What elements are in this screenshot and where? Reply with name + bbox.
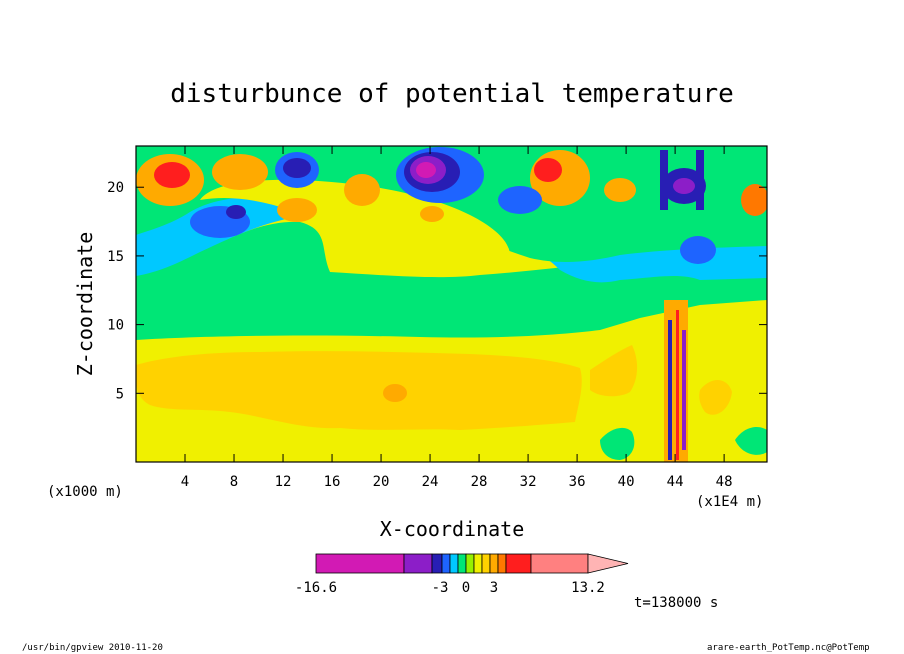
y-tick-label: 10	[107, 318, 124, 334]
field-region-warm-right-core	[534, 158, 562, 182]
x-tick-label: 24	[422, 474, 439, 490]
colorbar-segment	[457, 553, 467, 574]
footer-right: arare-earth_PotTemp.nc@PotTemp	[707, 643, 870, 653]
colorbar-arrow	[587, 553, 629, 574]
colorbar-segment	[449, 553, 459, 574]
colorbar-label: 13.2	[571, 580, 605, 596]
chart-title: disturbunce of potential temperature	[170, 79, 734, 109]
colorbar-segment	[473, 553, 483, 574]
colorbar-label: 3	[490, 580, 498, 596]
colorbar	[315, 553, 629, 574]
x-ticks: 4 8 12 16 20 24 28 32 36 40 44 48	[181, 146, 733, 490]
x-tick-label: 12	[275, 474, 292, 490]
field-region-warm-upper-mid	[420, 206, 444, 222]
field-region-warm-mid-2	[344, 174, 380, 206]
colorbar-labels: -16.6 -3 0 3 13.2	[295, 580, 605, 596]
colorbar-segment	[465, 553, 475, 574]
field-region-warm-left-2	[212, 154, 268, 190]
time-label: t=138000 s	[634, 595, 718, 611]
field-region-orange-blob	[383, 384, 407, 402]
field-region-warm-mid	[277, 198, 317, 222]
y-ticks: 5 10 15 20	[107, 180, 767, 402]
colorbar-segment	[481, 553, 491, 574]
y-tick-label: 15	[107, 249, 124, 265]
colorbar-segment	[530, 553, 589, 574]
field-region-right-orange	[590, 345, 638, 397]
field-region-green-band	[136, 221, 767, 340]
y-tick-label: 20	[107, 180, 124, 196]
field-region-cold-left-core	[226, 205, 246, 219]
colorbar-label: -16.6	[295, 580, 337, 596]
colorbar-segment	[431, 553, 443, 574]
field-region-warm-right-2	[604, 178, 636, 202]
colorbar-segment	[497, 553, 507, 574]
x-tick-label: 36	[569, 474, 586, 490]
x-unit-right: (x1E4 m)	[696, 494, 763, 510]
x-tick-label: 8	[230, 474, 238, 490]
x-tick-label: 44	[667, 474, 684, 490]
field-region-lower-orange	[136, 351, 582, 430]
field-region-warm-far-right	[741, 184, 767, 216]
field-region-cold-far-right-core	[673, 178, 695, 194]
field-region-cold-right	[498, 186, 542, 214]
footer-left: /usr/bin/gpview 2010-11-20	[22, 643, 163, 653]
colorbar-segment	[505, 553, 532, 574]
colorbar-segment	[441, 553, 451, 574]
colorbar-segment	[403, 553, 433, 574]
field-region-cold-far-right-2	[680, 236, 716, 264]
x-tick-label: 48	[716, 474, 733, 490]
colorbar-label: 0	[462, 580, 470, 596]
colorbar-segment	[315, 553, 405, 574]
y-tick-label: 5	[116, 386, 124, 402]
x-tick-label: 28	[471, 474, 488, 490]
field-region-right-green-1	[600, 427, 635, 460]
x-tick-label: 16	[324, 474, 341, 490]
x-tick-label: 40	[618, 474, 635, 490]
plot-frame	[135, 145, 768, 463]
colorbar-segment	[489, 553, 499, 574]
field-region-right-orange-2	[699, 380, 732, 415]
field-region-cold-center-core	[416, 162, 436, 178]
plot-area	[136, 146, 767, 462]
field-region-cold-mid-core	[283, 158, 311, 178]
y-axis-label: Z-coordinate	[73, 232, 97, 377]
x-tick-label: 4	[181, 474, 189, 490]
field-region-right-green-2	[735, 427, 767, 455]
x-tick-label: 32	[520, 474, 537, 490]
x-axis-label: X-coordinate	[380, 517, 525, 541]
x-tick-label: 20	[373, 474, 390, 490]
x-unit-left: (x1000 m)	[47, 484, 123, 500]
colorbar-label: -3	[432, 580, 449, 596]
field-region-warm-left-core	[154, 162, 190, 188]
